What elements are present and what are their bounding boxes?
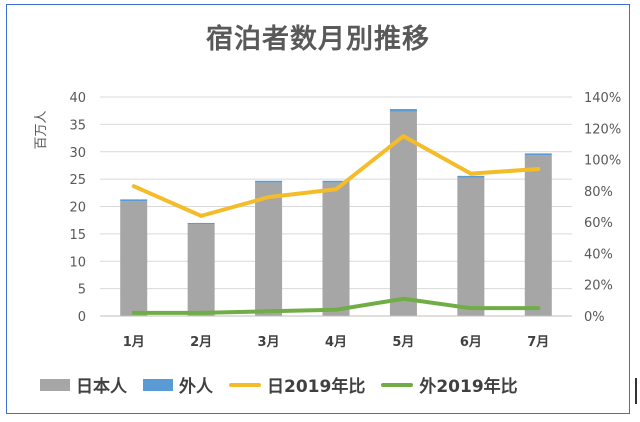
chart-legend: 日本人 外人 日2019年比 外2019年比 bbox=[40, 372, 518, 397]
y-axis-label: 百万人 bbox=[34, 110, 49, 149]
y-tick-label: 30 bbox=[69, 146, 86, 161]
bar-japanese bbox=[524, 155, 552, 316]
text-cursor bbox=[635, 378, 637, 404]
bar-foreign bbox=[389, 109, 417, 112]
y2-tick-label: 100% bbox=[584, 154, 621, 169]
line-foreign-ratio bbox=[131, 296, 541, 315]
y-tick-label: 25 bbox=[69, 173, 86, 188]
legend-swatch-japanese-ratio bbox=[229, 382, 261, 387]
x-tick-label: 3月 bbox=[258, 335, 280, 350]
bar-japanese bbox=[120, 201, 148, 316]
y2-tick-label: 140% bbox=[584, 91, 621, 106]
legend-item-foreign-ratio: 外2019年比 bbox=[381, 372, 518, 397]
legend-label-foreign-ratio: 外2019年比 bbox=[419, 377, 518, 397]
x-tick-label: 1月 bbox=[123, 335, 145, 350]
bar-japanese bbox=[457, 177, 485, 316]
y2-tick-label: 40% bbox=[584, 247, 613, 262]
chart-title: 宿泊者数月別推移 bbox=[206, 24, 430, 55]
y2-tick-label: 20% bbox=[584, 279, 613, 294]
bar-foreign bbox=[120, 199, 148, 202]
bar-foreign bbox=[255, 180, 283, 183]
y2-tick-label: 80% bbox=[584, 185, 613, 200]
x-tick-label: 7月 bbox=[527, 335, 549, 350]
y2-tick-label: 120% bbox=[584, 122, 621, 137]
bar-japanese bbox=[322, 182, 350, 316]
legend-label-japanese: 日本人 bbox=[76, 377, 127, 397]
bar-foreign bbox=[457, 175, 485, 178]
legend-label-japanese-ratio: 日2019年比 bbox=[267, 377, 366, 397]
y-tick-label: 5 bbox=[78, 283, 86, 298]
bar-foreign bbox=[322, 180, 350, 183]
y-tick-label: 35 bbox=[69, 118, 86, 133]
bar-japanese bbox=[389, 111, 417, 316]
legend-item-foreign: 外人 bbox=[143, 372, 213, 397]
bar-foreign bbox=[524, 153, 552, 156]
legend-item-japanese-ratio: 日2019年比 bbox=[229, 372, 365, 397]
y2-tick-label: 60% bbox=[584, 216, 613, 231]
legend-swatch-japanese bbox=[40, 378, 70, 391]
legend-label-foreign: 外人 bbox=[179, 377, 213, 397]
legend-swatch-foreign-ratio bbox=[381, 382, 414, 387]
y-tick-label: 10 bbox=[69, 255, 86, 270]
y-tick-label: 40 bbox=[69, 91, 86, 106]
legend-item-japanese: 日本人 bbox=[40, 372, 127, 397]
line-japanese-ratio bbox=[131, 134, 541, 218]
bar-japanese bbox=[187, 224, 215, 316]
x-tick-label: 5月 bbox=[392, 335, 414, 350]
x-tick-label: 6月 bbox=[460, 335, 482, 350]
y-tick-label: 15 bbox=[69, 228, 86, 243]
x-tick-label: 4月 bbox=[325, 335, 347, 350]
bar-foreign bbox=[187, 222, 215, 225]
bar-japanese bbox=[255, 182, 283, 316]
y-tick-label: 0 bbox=[78, 310, 86, 325]
y-tick-label: 20 bbox=[69, 201, 86, 216]
legend-swatch-foreign bbox=[143, 378, 173, 391]
x-tick-label: 2月 bbox=[190, 335, 212, 350]
y2-tick-label: 0% bbox=[584, 310, 605, 325]
